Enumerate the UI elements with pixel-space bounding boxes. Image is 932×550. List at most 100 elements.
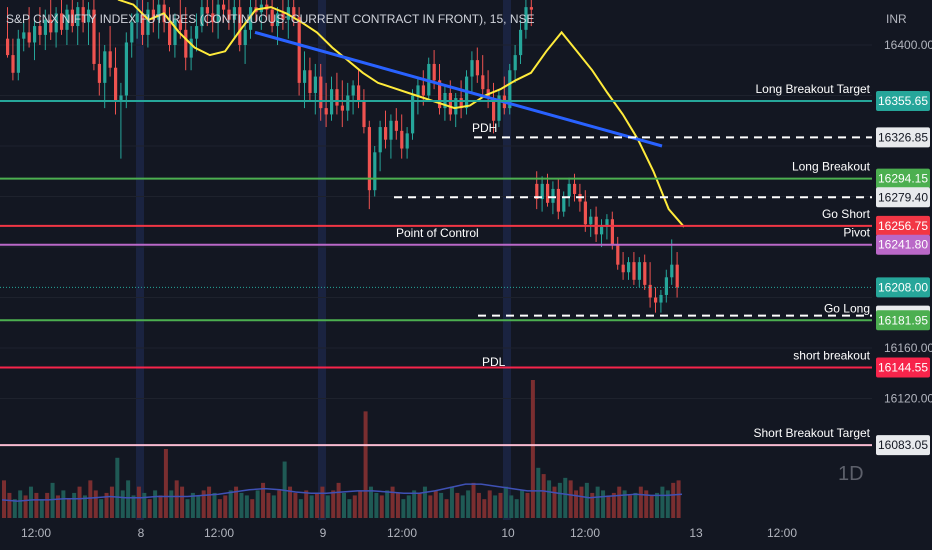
currency-label: INR <box>886 12 907 26</box>
candle-22 <box>124 32 128 109</box>
candle-body <box>405 133 409 149</box>
badge-bg <box>876 234 930 255</box>
candle-body <box>438 80 442 109</box>
level-label: Long Breakout Target <box>755 82 870 96</box>
candle-body <box>562 196 566 212</box>
volume-bar-10 <box>55 495 60 518</box>
volume-bar-35 <box>190 492 195 518</box>
volume-bar-87 <box>471 482 476 518</box>
candle-body <box>65 9 69 30</box>
volume-bar-49 <box>266 492 271 518</box>
volume-bar-56 <box>304 490 309 518</box>
trend-line[interactable] <box>254 30 663 148</box>
candle-104 <box>567 177 571 207</box>
badge-text: 16256.75 <box>878 219 928 233</box>
timeframe-watermark: 1D <box>838 463 864 485</box>
candle-122 <box>664 269 668 303</box>
x-tick-label-3: 9 <box>320 526 327 540</box>
candle-77 <box>421 70 425 106</box>
volume-bar-25 <box>136 486 141 518</box>
volume-bar-40 <box>217 499 222 518</box>
candle-body <box>508 70 512 109</box>
volume-bar-11 <box>61 490 66 518</box>
candle-15 <box>87 2 91 45</box>
candle-71 <box>389 114 393 159</box>
volume-bar-73 <box>395 492 400 518</box>
level-go-short: Go Short <box>0 207 872 227</box>
level-label: PDL <box>482 355 506 369</box>
candle-27 <box>151 0 155 33</box>
candle-body <box>308 70 312 93</box>
volume-bar-46 <box>250 499 255 518</box>
candle-66 <box>362 89 366 134</box>
candle-108 <box>589 209 593 237</box>
candle-102 <box>556 178 560 220</box>
candle-23 <box>130 13 134 58</box>
volume-bar-62 <box>336 482 341 518</box>
candle-124 <box>675 252 679 298</box>
candle-body <box>281 13 285 20</box>
candle-body <box>238 7 242 45</box>
candle-body <box>92 9 96 64</box>
candle-body <box>205 7 209 14</box>
volume-bar-50 <box>271 495 276 518</box>
volume-bar-39 <box>212 492 217 518</box>
candle-body <box>97 63 101 83</box>
badge-text: 16355.65 <box>878 94 928 108</box>
candle-120 <box>654 287 658 313</box>
volume-bar-75 <box>406 495 411 518</box>
volume-bar-12 <box>66 499 71 518</box>
candle-2 <box>16 29 20 81</box>
candle-body <box>340 105 344 111</box>
candle-body <box>276 13 280 27</box>
volume-bar-59 <box>320 486 325 518</box>
volume-bar-13 <box>72 492 77 518</box>
candle-body <box>605 219 609 227</box>
x-tick-label-4: 12:00 <box>387 526 417 540</box>
candle-body <box>27 32 31 43</box>
volume-bar-78 <box>422 486 427 518</box>
candle-body <box>297 17 301 83</box>
candle-body <box>648 284 652 298</box>
volume-bar-24 <box>131 495 136 518</box>
candle-18 <box>103 45 107 109</box>
candle-body <box>70 9 74 27</box>
price-badge-6: 16208.00 <box>876 277 930 298</box>
volume-bar-116 <box>628 495 633 518</box>
candle-body <box>178 19 182 30</box>
candle-body <box>16 38 20 73</box>
volume-bar-81 <box>439 492 444 518</box>
price-badge-3: 16279.40 <box>876 187 930 208</box>
session-separators <box>136 0 511 520</box>
candle-body <box>481 75 485 90</box>
candle-body <box>351 85 355 96</box>
candle-80 <box>438 63 442 115</box>
volume-bar-100 <box>541 474 546 518</box>
candle-49 <box>270 0 274 33</box>
volume-bar-30 <box>163 449 168 518</box>
candle-body <box>573 183 577 194</box>
candle-body <box>616 244 620 265</box>
volume-bar-67 <box>363 411 368 518</box>
candle-44 <box>243 19 247 64</box>
candle-body <box>184 29 188 58</box>
candle-59 <box>324 82 328 128</box>
volume-bar-118 <box>638 486 643 518</box>
price-badge-4: 16256.75 <box>876 215 930 236</box>
candle-19 <box>108 26 112 77</box>
volume-bar-83 <box>449 486 454 518</box>
candle-103 <box>562 191 566 217</box>
volume-bar-70 <box>379 495 384 518</box>
volume-bar-90 <box>487 490 492 518</box>
volume-bar-68 <box>368 486 373 518</box>
level-label: PDH <box>472 121 497 135</box>
candle-116 <box>632 252 636 285</box>
candle-36 <box>200 0 204 33</box>
vwap-line <box>117 0 685 228</box>
volume-bar-15 <box>82 495 87 518</box>
candle-12 <box>70 0 74 33</box>
volume-bar-37 <box>201 490 206 518</box>
candle-68 <box>373 146 377 197</box>
candle-body <box>11 55 15 73</box>
